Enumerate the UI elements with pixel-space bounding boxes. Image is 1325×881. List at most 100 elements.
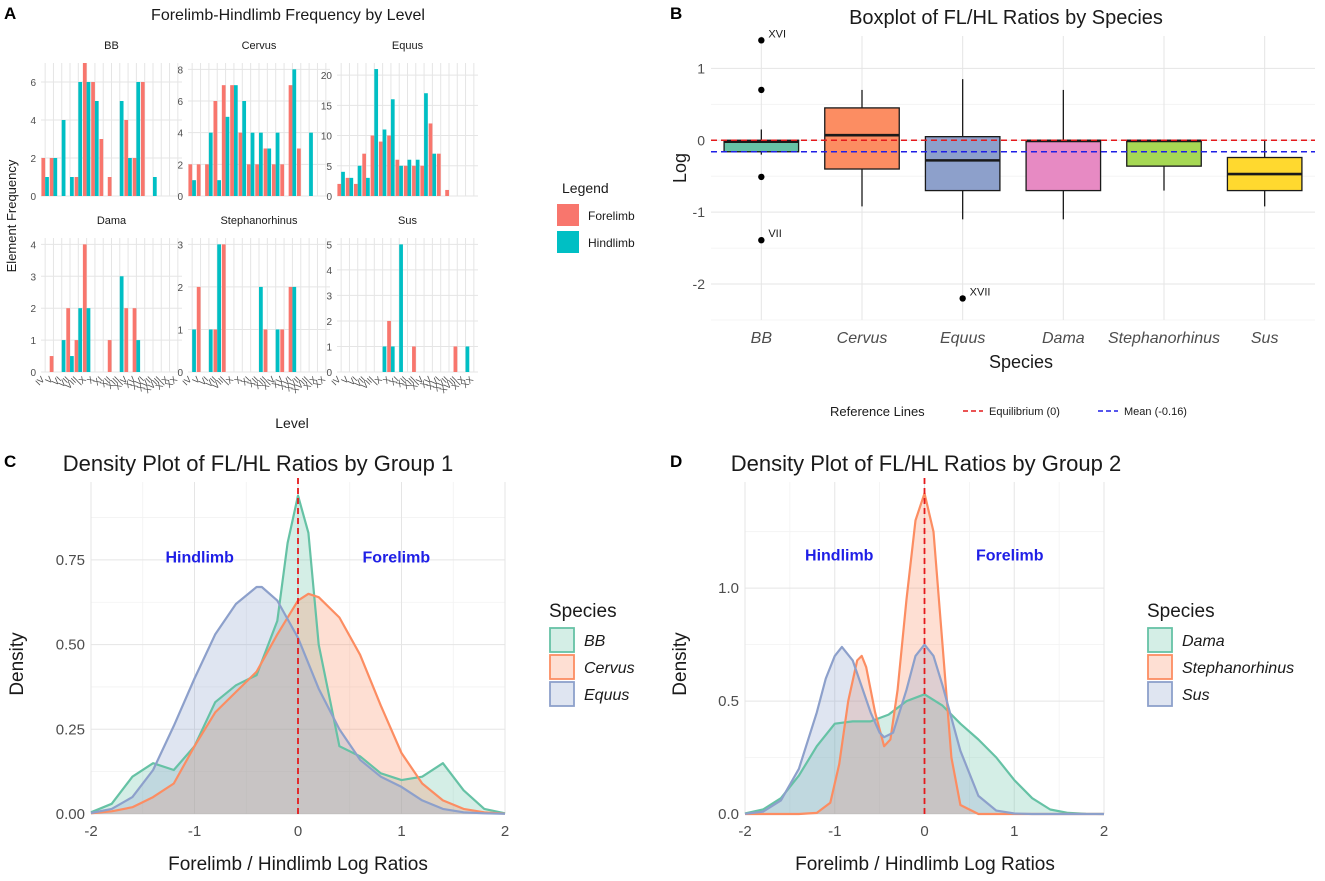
bar-forelimb [132, 158, 137, 196]
bar-forelimb [41, 158, 46, 196]
y-tick-label: 1 [697, 60, 705, 76]
facet-strip-label: Sus [398, 215, 417, 227]
panel-b-ylabel: Log [670, 153, 690, 183]
panel-d-density: -2 -1 0 1 2 0.0 0.5 1.0 Hindlimb Forelimb Dama Step… [718, 478, 1294, 840]
y-tick-label: 6 [30, 78, 36, 89]
bar-hindlimb [70, 356, 74, 372]
bar-hindlimb [309, 132, 313, 196]
outlier-point [758, 86, 765, 94]
bar-hindlimb [242, 101, 247, 196]
bar-forelimb [354, 183, 358, 196]
bar-forelimb [221, 244, 226, 372]
x-tick-label: Cervus [837, 330, 888, 347]
facet-strip-label: Equus [392, 40, 424, 52]
annotation-label: Forelimb [976, 547, 1044, 564]
density-line-sus [744, 643, 1104, 816]
x-tick-label: -2 [738, 823, 751, 840]
panel-letter-a: A [4, 4, 16, 23]
panel-d-legend-title: Species [1147, 601, 1215, 622]
bar-hindlimb [208, 329, 213, 372]
bar-forelimb [288, 85, 293, 196]
legend-key-forelimb [557, 204, 579, 226]
bar-hindlimb [292, 69, 297, 196]
panel-d-title: Density Plot of FL/HL Ratios by Group 2 [731, 451, 1121, 476]
y-tick-label: 4 [326, 266, 332, 277]
bar-forelimb [221, 85, 226, 196]
outlier-point [758, 236, 765, 244]
y-tick-label: 5 [326, 240, 332, 251]
bar-hindlimb [424, 93, 428, 196]
bar-hindlimb [70, 177, 74, 196]
bar-hindlimb [275, 329, 280, 372]
bar-forelimb [74, 177, 79, 196]
y-tick-label: 0 [177, 192, 183, 203]
bar-hindlimb [374, 69, 379, 196]
bar-hindlimb [119, 276, 124, 372]
y-tick-label: 5 [326, 162, 332, 173]
panel-b-legend-title: Reference Lines [830, 404, 925, 419]
bar-hindlimb [192, 180, 196, 196]
y-tick-label: 6 [177, 97, 183, 108]
panel-c-ylabel: Density [7, 632, 28, 696]
facet-strip-label: Dama [97, 215, 127, 227]
y-tick-label: 0 [177, 368, 183, 379]
panel-d-ylabel: Density [670, 632, 691, 696]
bar-hindlimb [128, 158, 132, 196]
bar-forelimb [412, 165, 416, 196]
x-tick-label: X [85, 374, 96, 385]
bar-forelimb [107, 177, 112, 196]
panel-a-title: Forelimb-Hindlimb Frequency by Level [151, 7, 425, 24]
panel-letter-c: C [4, 452, 16, 471]
bar-hindlimb [86, 308, 91, 372]
bar-hindlimb [259, 286, 263, 372]
bar-hindlimb [217, 180, 221, 196]
legend-label-equus: Equus [584, 687, 629, 704]
y-tick-label: 4 [177, 129, 183, 140]
outlier-label: XVI [768, 28, 786, 40]
bar-hindlimb [250, 132, 255, 196]
y-tick-label: 3 [326, 291, 332, 302]
x-tick-label: V [191, 374, 202, 385]
bar-hindlimb [192, 329, 196, 372]
bar-hindlimb [267, 148, 272, 196]
bar-hindlimb [390, 346, 395, 372]
bar-forelimb [395, 159, 400, 196]
y-tick-label: 2 [30, 304, 36, 315]
annotation-label: Hindlimb [165, 550, 234, 567]
bar-hindlimb [53, 158, 58, 196]
x-tick-label: V [44, 374, 55, 385]
x-tick-label: 1 [397, 823, 405, 840]
bar-forelimb [378, 141, 383, 196]
outlier-label: VII [768, 228, 781, 240]
bar-forelimb [196, 286, 201, 372]
x-tick-label: -1 [828, 823, 841, 840]
bar-forelimb [140, 82, 145, 196]
x-tick-label: 0 [294, 823, 302, 840]
bar-hindlimb [94, 101, 99, 196]
bar-forelimb [387, 135, 391, 196]
bar-hindlimb [152, 177, 157, 196]
facet-strip-label: BB [104, 40, 119, 52]
y-tick-label: 4 [30, 116, 36, 127]
box-stephanorhinus [1126, 139, 1202, 167]
bar-hindlimb [275, 132, 280, 196]
y-tick-label: 3 [177, 240, 183, 251]
panel-letter-d: D [670, 452, 682, 471]
bar-hindlimb [432, 153, 437, 196]
bar-forelimb [213, 101, 218, 196]
bar-forelimb [188, 164, 193, 196]
y-tick-label: 10 [321, 132, 333, 143]
legend-key-dama [1147, 627, 1173, 653]
panel-c-xlabel: Forelimb / Hindlimb Log Ratios [168, 854, 428, 875]
panel-letter-b: B [670, 4, 682, 23]
y-tick-label: 0.5 [718, 693, 739, 710]
bar-forelimb [271, 164, 276, 196]
legend-key-hindlimb [557, 231, 579, 253]
bar-hindlimb [259, 132, 263, 196]
panel-a-ylabel: Element Frequency [4, 159, 19, 272]
bar-hindlimb [217, 244, 221, 372]
bar-hindlimb [208, 132, 213, 196]
panel-b-title: Boxplot of FL/HL Ratios by Species [849, 7, 1163, 29]
y-tick-label: 4 [30, 240, 36, 251]
